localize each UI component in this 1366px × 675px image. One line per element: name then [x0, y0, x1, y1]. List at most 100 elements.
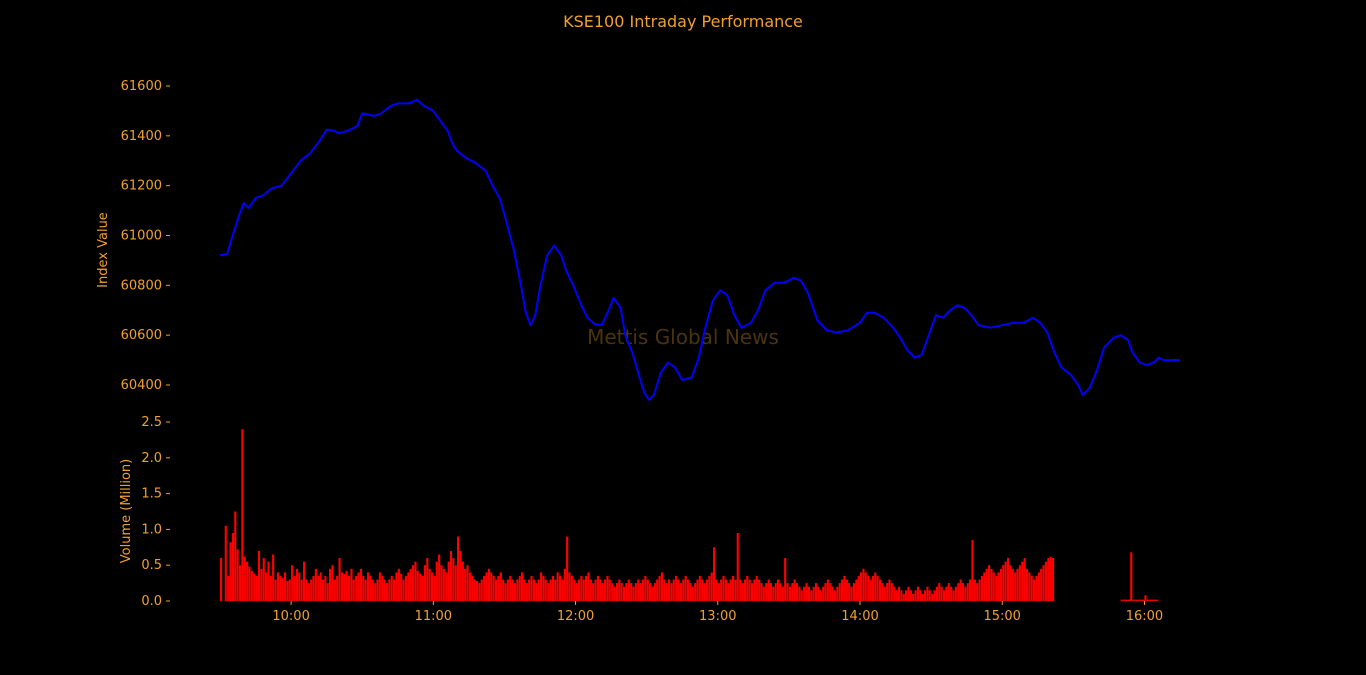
- volume-bar: [817, 586, 820, 601]
- volume-bar: [668, 579, 671, 601]
- volume-bar: [303, 561, 306, 601]
- volume-bar: [919, 590, 922, 601]
- volume-bar: [883, 586, 886, 601]
- volume-bar: [739, 579, 742, 601]
- volume-bar: [710, 572, 713, 601]
- volume-bar: [499, 572, 502, 601]
- volume-bar: [329, 568, 332, 601]
- index-y-axis-ticks: 60400 60600 60800 61000 61200 61400 61600: [121, 79, 170, 393]
- volume-bar: [720, 579, 723, 601]
- volume-bar: [521, 572, 524, 601]
- volume-bar: [1023, 558, 1026, 601]
- volume-bar: [587, 572, 590, 601]
- volume-bar: [461, 561, 464, 601]
- volume-bar: [644, 575, 647, 601]
- volume-bar: [592, 583, 595, 601]
- volume-bar: [630, 583, 633, 601]
- volume-bar: [476, 581, 479, 601]
- volume-bar: [777, 579, 780, 601]
- volume-bar: [535, 583, 538, 601]
- volume-bar: [625, 583, 628, 601]
- volume-bar: [438, 554, 441, 601]
- volume-bar: [559, 575, 562, 601]
- volume-bar: [810, 590, 813, 601]
- volume-bar: [620, 583, 623, 601]
- volume-bar: [485, 572, 488, 601]
- volume-bar: [957, 583, 960, 601]
- volume-bar: [691, 586, 694, 601]
- volume-bar: [637, 579, 640, 601]
- volume-bar: [608, 579, 611, 601]
- volume-bar: [288, 579, 291, 601]
- volume-bar: [319, 572, 322, 601]
- volume-bar: [634, 583, 637, 601]
- volume-bar: [819, 590, 822, 601]
- volume-bar: [751, 583, 754, 601]
- volume-y-axis-ticks: 0.0 0.5 1.0 1.5 2.0 2.5: [141, 415, 170, 609]
- volume-bar: [1037, 572, 1040, 601]
- volume-bar: [364, 579, 367, 601]
- volume-bar: [646, 579, 649, 601]
- volume-bar: [300, 579, 303, 601]
- volume-bar: [897, 586, 901, 601]
- volume-bar: [480, 579, 483, 601]
- volume-bar: [909, 590, 912, 601]
- volume-bar: [651, 586, 654, 601]
- volume-bar: [715, 579, 718, 601]
- volume-bar: [291, 565, 294, 601]
- volume-bar: [506, 579, 509, 601]
- volume-bar: [267, 561, 270, 601]
- volume-bar: [916, 586, 920, 601]
- volume-bar: [338, 558, 341, 601]
- volume-bar: [824, 583, 827, 601]
- volume-bar: [724, 579, 728, 601]
- volume-bar: [717, 583, 720, 601]
- volume-bar: [409, 568, 412, 601]
- volume-bar: [530, 575, 533, 601]
- volume-bar: [362, 575, 365, 601]
- volume-bar: [613, 586, 616, 601]
- volume-bar: [1146, 599, 1149, 601]
- volume-bar: [888, 579, 891, 601]
- volume-bar: [447, 561, 450, 601]
- volume-bar: [348, 575, 351, 601]
- volume-bar: [402, 579, 405, 601]
- volume-bar: [257, 550, 261, 601]
- volume-bar: [762, 586, 765, 601]
- volume-bar: [798, 586, 801, 601]
- x-tick-label: 11:00: [415, 609, 452, 624]
- volume-bar: [440, 565, 443, 601]
- volume-bar: [881, 583, 884, 601]
- volume-bar: [838, 583, 841, 601]
- volume-bar: [312, 575, 315, 601]
- volume-bar: [374, 583, 377, 601]
- volume-bar: [850, 586, 853, 601]
- volume-bar: [812, 586, 815, 601]
- volume-bar: [926, 586, 929, 601]
- volume-bar: [855, 579, 858, 601]
- volume-bar: [931, 593, 934, 601]
- volume-bar: [966, 583, 969, 601]
- volume-bar: [224, 525, 227, 601]
- volume-bar: [452, 558, 455, 601]
- volume-bar: [675, 575, 678, 601]
- volume-bar: [390, 575, 393, 601]
- volume-bar: [793, 579, 796, 601]
- volume-bar: [321, 579, 325, 601]
- volume-bar: [561, 579, 564, 601]
- volume-bar: [781, 586, 784, 601]
- volume-bar: [542, 575, 545, 601]
- volume-bar: [973, 579, 976, 601]
- volume-bar: [862, 568, 865, 601]
- volume-bar: [705, 579, 709, 601]
- volume-bar: [660, 572, 664, 601]
- volume-bar: [1025, 568, 1029, 601]
- volume-bar: [416, 570, 419, 601]
- volume-bar: [248, 566, 251, 601]
- index-y-tick-label: 60600: [121, 328, 162, 343]
- volume-bar: [947, 583, 950, 601]
- volume-bar: [807, 586, 811, 601]
- volume-bar: [554, 579, 557, 601]
- volume-bar: [1144, 595, 1147, 601]
